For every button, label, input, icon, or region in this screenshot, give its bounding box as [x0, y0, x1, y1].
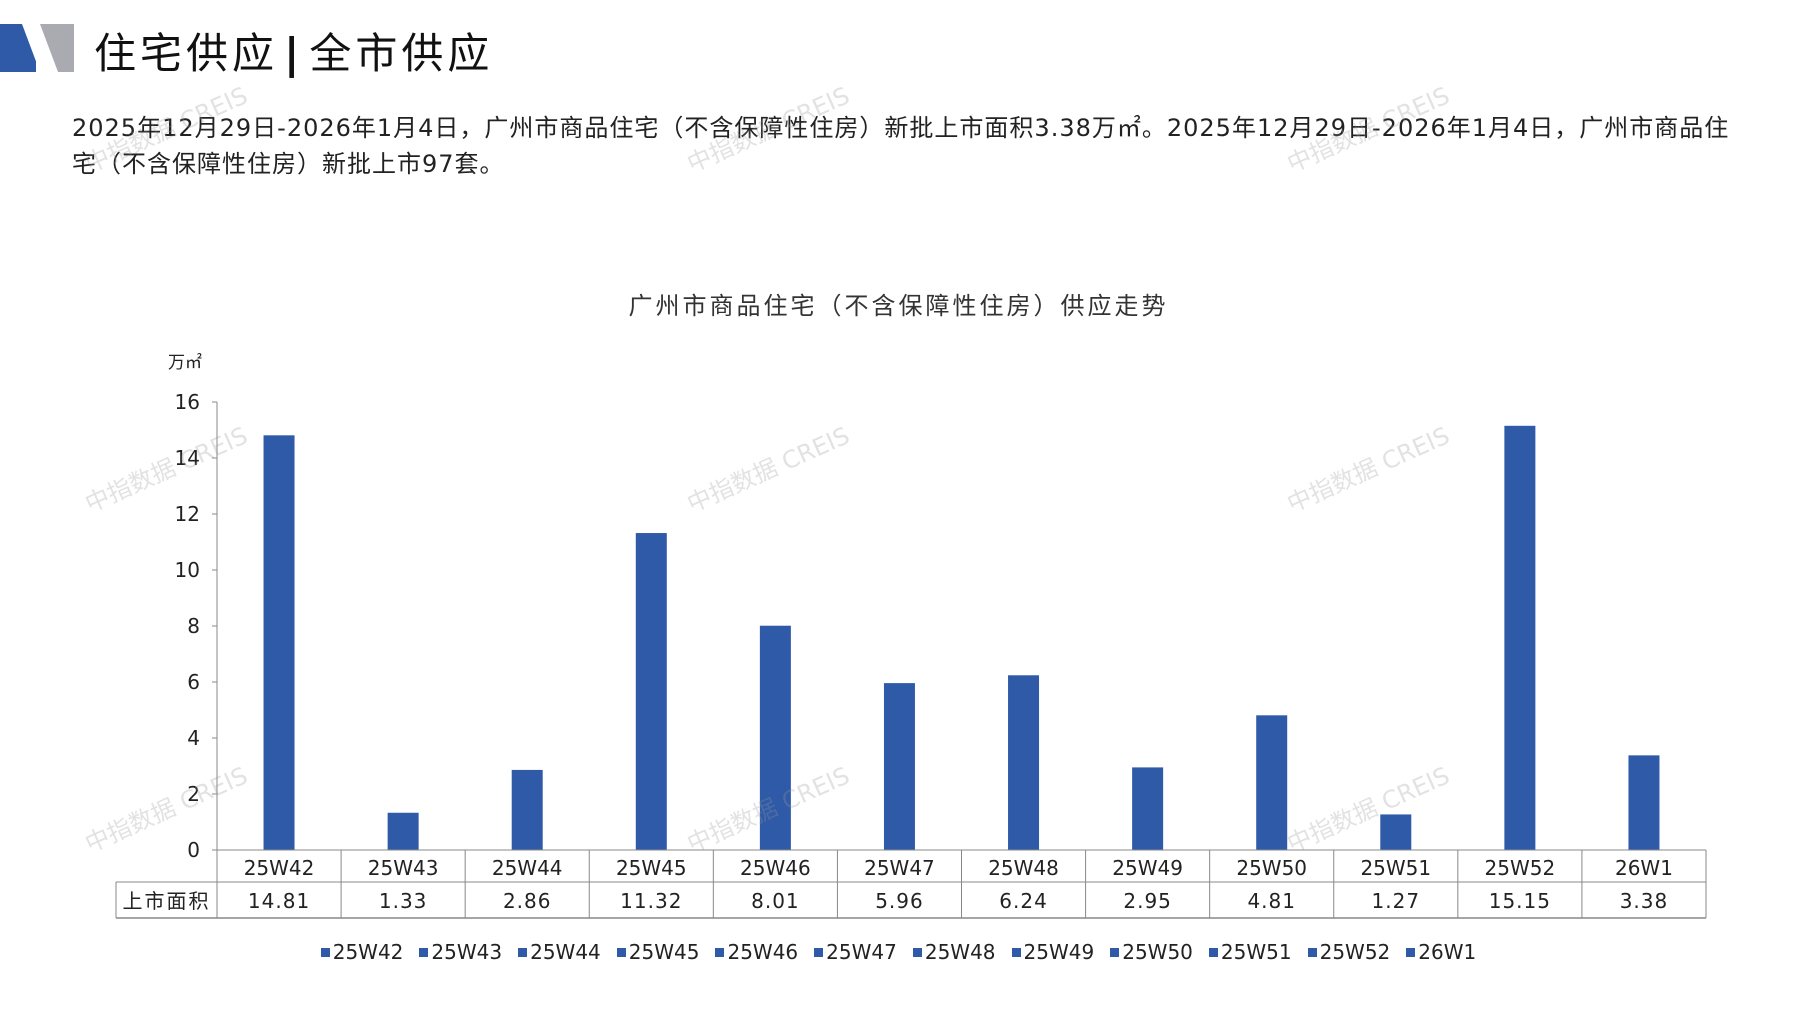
- legend-swatch: [1011, 947, 1021, 957]
- legend-item: 25W51: [1208, 940, 1292, 964]
- x-tick-label: 25W42: [244, 856, 315, 880]
- legend-label: 25W50: [1122, 940, 1193, 964]
- bar-25W44: [511, 769, 543, 850]
- chart-title: 广州市商品住宅（不含保障性住房）供应走势: [628, 292, 1169, 320]
- y-tick-label: 12: [175, 502, 200, 526]
- summary-text: 2025年12月29日-2026年1月4日，广州市商品住宅（不含保障性住房）新批…: [72, 114, 1730, 178]
- bar-25W49: [1132, 767, 1164, 850]
- logo-mark: [0, 24, 74, 72]
- legend-label: 25W45: [628, 940, 700, 964]
- bar-25W43: [387, 812, 419, 850]
- legend-item: 25W47: [814, 940, 897, 964]
- legend-item: 25W49: [1011, 940, 1095, 964]
- data-label: 5.96: [875, 889, 924, 913]
- legend-item: 25W48: [912, 940, 996, 964]
- x-tick-label: 25W49: [1112, 856, 1183, 880]
- legend-swatch: [616, 947, 626, 957]
- bar-25W50: [1256, 715, 1288, 850]
- legend-item: 25W43: [419, 940, 502, 964]
- legend-label: 26W1: [1418, 940, 1477, 964]
- page-title-right: 全市供应: [309, 29, 494, 78]
- x-tick-label: 25W44: [492, 856, 563, 880]
- bar-25W47: [883, 683, 915, 850]
- y-tick-label: 10: [175, 558, 200, 582]
- x-tick-label: 25W46: [740, 856, 811, 880]
- legend-item: 25W46: [715, 940, 798, 964]
- legend-swatch: [814, 947, 824, 957]
- y-tick-label: 4: [187, 726, 200, 750]
- data-label: 15.15: [1489, 889, 1551, 913]
- data-label: 2.86: [503, 889, 552, 913]
- legend-label: 25W46: [727, 940, 799, 964]
- data-label: 11.32: [620, 889, 682, 913]
- legend-swatch: [320, 947, 330, 957]
- chart-legend: 25W42 25W43 25W44 25W45 25W46 25W47 25W48 25W49…: [0, 940, 1797, 964]
- x-tick-label: 25W48: [988, 856, 1059, 880]
- x-tick-label: 25W47: [864, 856, 935, 880]
- x-tick-label: 25W45: [616, 856, 687, 880]
- legend-label: 25W52: [1319, 940, 1391, 964]
- data-label: 1.27: [1372, 889, 1421, 913]
- y-tick-label: 16: [175, 390, 200, 414]
- page-title-separator: |: [284, 29, 304, 78]
- data-label: 14.81: [248, 889, 310, 913]
- bar-25W45: [635, 533, 667, 850]
- data-label: 2.95: [1123, 889, 1172, 913]
- legend-label: 25W47: [826, 940, 897, 964]
- y-tick-label: 8: [187, 614, 200, 638]
- legend-label: 25W44: [530, 940, 601, 964]
- legend-swatch: [419, 947, 429, 957]
- logo-white-slash: [22, 24, 58, 72]
- legend-swatch: [912, 947, 922, 957]
- data-label: 6.24: [999, 889, 1048, 913]
- y-tick-label: 14: [175, 446, 200, 470]
- bar-chart: 万㎡ 0 2 4 6 8 10 12 14 16 上市面积 25W42 14.81 25W43 1.33 25…: [115, 353, 1707, 919]
- bar-25W51: [1380, 814, 1412, 850]
- bar-26W1: [1628, 755, 1660, 850]
- y-axis-unit-label: 万㎡: [168, 353, 202, 373]
- page-title: 住宅供应 | 全市供应: [94, 20, 493, 81]
- data-label: 4.81: [1247, 889, 1296, 913]
- bar-25W52: [1504, 425, 1536, 850]
- legend-item: 25W45: [616, 940, 700, 964]
- legend-swatch: [518, 947, 528, 957]
- x-tick-label: 26W1: [1615, 856, 1673, 880]
- legend-item: 25W44: [518, 940, 601, 964]
- legend-swatch: [1208, 947, 1218, 957]
- bar-25W42: [263, 435, 295, 850]
- y-tick-label: 6: [187, 670, 200, 694]
- legend-label: 25W48: [924, 940, 996, 964]
- data-label: 8.01: [751, 889, 800, 913]
- legend-swatch: [1110, 947, 1120, 957]
- legend-swatch: [715, 947, 725, 957]
- legend-item: 25W52: [1307, 940, 1391, 964]
- bar-25W48: [1008, 675, 1040, 850]
- legend-item: 25W42: [320, 940, 404, 964]
- x-tick-label: 25W52: [1485, 856, 1556, 880]
- legend-swatch: [1406, 947, 1416, 957]
- legend-swatch: [1307, 947, 1317, 957]
- y-tick-label: 0: [187, 838, 200, 862]
- legend-label: 25W49: [1023, 940, 1095, 964]
- x-tick-label: 25W51: [1360, 856, 1431, 880]
- legend-label: 25W43: [431, 940, 503, 964]
- legend-item: 25W50: [1110, 940, 1193, 964]
- x-tick-label: 25W50: [1236, 856, 1307, 880]
- legend-item: 26W1: [1406, 940, 1476, 964]
- x-tick-label: 25W43: [368, 856, 439, 880]
- data-label: 1.33: [379, 889, 428, 913]
- page-title-left: 住宅供应: [94, 29, 279, 78]
- table-series-label: 上市面积: [123, 889, 211, 913]
- legend-label: 25W42: [332, 940, 404, 964]
- legend-label: 25W51: [1220, 940, 1292, 964]
- data-label: 3.38: [1620, 889, 1669, 913]
- y-tick-label: 2: [187, 782, 200, 806]
- bar-25W46: [759, 625, 791, 850]
